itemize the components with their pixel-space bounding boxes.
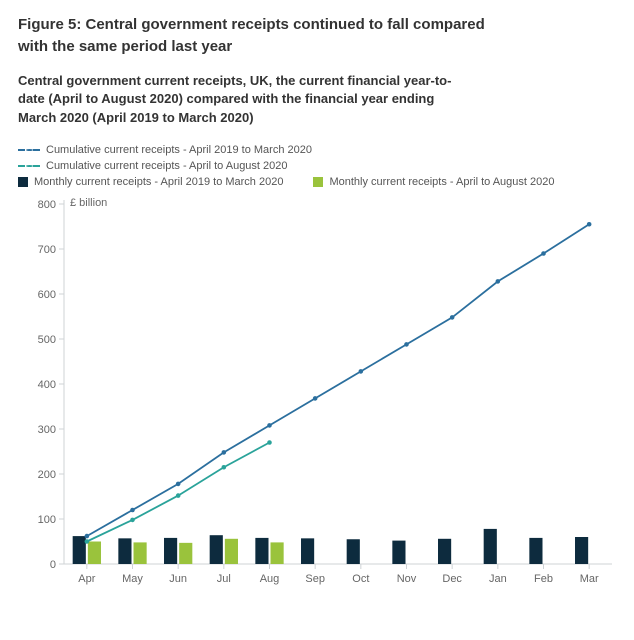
- y-tick-label: 600: [38, 289, 56, 301]
- bar-prev: [301, 538, 314, 564]
- line-prev-marker: [496, 279, 501, 284]
- legend-line-curr-label: Cumulative current receipts - April to A…: [46, 160, 288, 172]
- bar-curr: [134, 542, 147, 564]
- bar-prev: [164, 538, 177, 564]
- figure-subtitle: Central government current receipts, UK,…: [18, 72, 616, 129]
- line-prev-marker: [359, 369, 364, 374]
- line-prev-marker: [541, 251, 546, 256]
- legend-bar-curr-label: Monthly current receipts - April to Augu…: [329, 176, 554, 188]
- bar-prev: [118, 538, 131, 564]
- line-prev-marker: [176, 482, 181, 487]
- bar-prev: [255, 538, 268, 564]
- line-prev-marker: [587, 222, 592, 227]
- x-tick-label: Dec: [442, 573, 462, 585]
- bar-prev: [347, 539, 360, 564]
- legend-bar-prev-label: Monthly current receipts - April 2019 to…: [34, 176, 283, 188]
- legend: Cumulative current receipts - April 2019…: [18, 144, 616, 188]
- y-tick-label: 300: [38, 424, 56, 436]
- figure-title-line2: with the same period last year: [18, 38, 232, 55]
- bar-prev: [575, 537, 588, 564]
- bar-curr: [271, 542, 284, 564]
- figure-subtitle-line2: date (April to August 2020) compared wit…: [18, 91, 434, 106]
- line-curr: [87, 443, 270, 542]
- bar-prev: [529, 538, 542, 564]
- y-tick-label: 100: [38, 514, 56, 526]
- x-tick-label: Jan: [489, 573, 507, 585]
- figure-subtitle-line1: Central government current receipts, UK,…: [18, 73, 451, 88]
- x-tick-label: Mar: [580, 573, 599, 585]
- line-curr-marker: [130, 518, 135, 523]
- figure-title: Figure 5: Central government receipts co…: [18, 14, 616, 58]
- line-prev-marker: [85, 534, 90, 539]
- x-tick-label: Apr: [78, 573, 95, 585]
- bar-curr: [225, 539, 238, 564]
- legend-line-prev-label: Cumulative current receipts - April 2019…: [46, 144, 312, 156]
- y-tick-label: 200: [38, 469, 56, 481]
- y-tick-label: 700: [38, 244, 56, 256]
- x-tick-label: Jun: [169, 573, 187, 585]
- x-tick-label: Feb: [534, 573, 553, 585]
- bar-prev: [73, 536, 86, 564]
- bar-curr: [88, 542, 101, 565]
- figure-title-line1: Figure 5: Central government receipts co…: [18, 16, 485, 33]
- legend-line-curr-icon: [18, 161, 40, 171]
- receipts-chart: 0 100 200 300 400 500 600 700 800 £ billion Apr May…: [18, 192, 616, 597]
- line-prev-marker: [313, 396, 318, 401]
- bar-prev: [438, 539, 451, 564]
- bar-prev: [210, 535, 223, 564]
- figure-subtitle-line3: March 2020 (April 2019 to March 2020): [18, 110, 254, 125]
- line-prev-marker: [267, 423, 272, 428]
- bar-prev: [484, 529, 497, 564]
- line-prev-marker: [450, 315, 455, 320]
- x-tick-label: Jul: [217, 573, 231, 585]
- line-curr-marker: [85, 539, 90, 544]
- y-tick-label: 400: [38, 379, 56, 391]
- line-prev-marker: [404, 342, 409, 347]
- legend-line-prev-icon: [18, 145, 40, 155]
- line-curr-marker: [222, 465, 227, 470]
- line-prev-marker: [222, 450, 227, 455]
- legend-bar-prev-icon: [18, 177, 28, 187]
- line-prev-marker: [130, 508, 135, 513]
- line-curr-marker: [267, 440, 272, 445]
- x-tick-label: Sep: [305, 573, 325, 585]
- x-tick-label: Oct: [352, 573, 369, 585]
- line-prev: [87, 224, 589, 536]
- bar-prev: [392, 541, 405, 564]
- line-curr-marker: [176, 493, 181, 498]
- x-tick-label: Aug: [260, 573, 280, 585]
- y-tick-label: 0: [50, 559, 56, 571]
- chart-svg: 0 100 200 300 400 500 600 700 800 £ billion Apr May…: [18, 192, 616, 592]
- x-tick-label: May: [122, 573, 143, 585]
- legend-bar-curr-icon: [313, 177, 323, 187]
- y-tick-label: 800: [38, 199, 56, 211]
- x-tick-label: Nov: [397, 573, 417, 585]
- bar-curr: [179, 543, 192, 564]
- y-unit-label: £ billion: [70, 197, 107, 209]
- y-tick-label: 500: [38, 334, 56, 346]
